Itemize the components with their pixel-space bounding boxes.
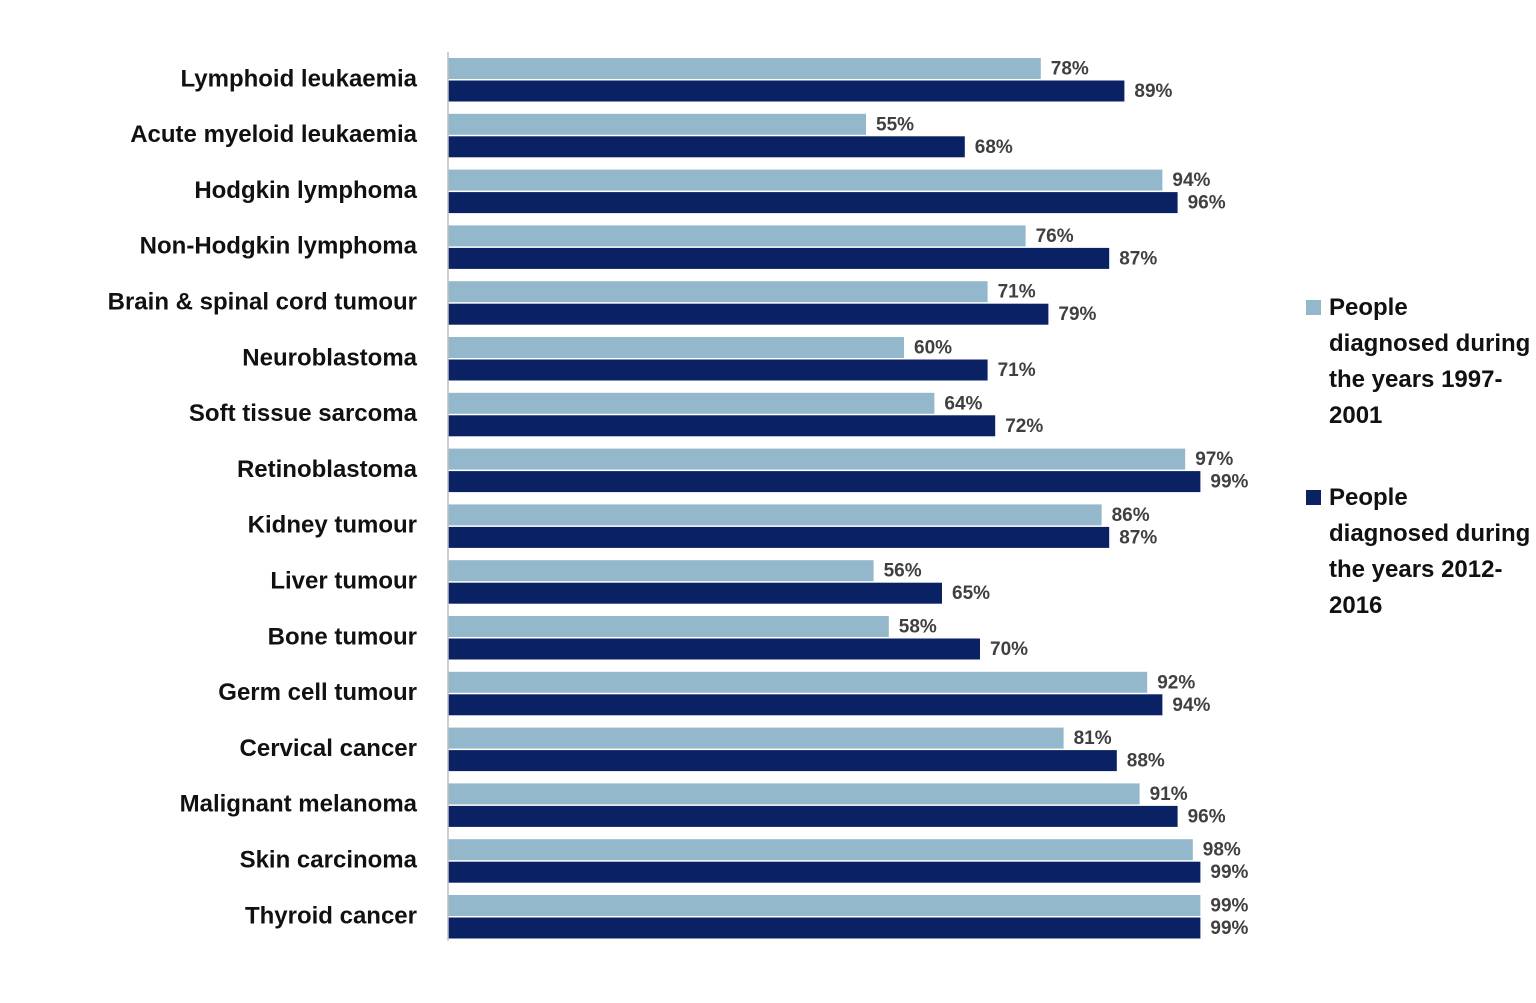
category-label: Germ cell tumour [218,679,417,706]
value-label: 86% [1112,505,1150,526]
bar [448,526,1110,548]
bar [448,448,1186,470]
value-label: 78% [1051,59,1089,80]
value-label: 99% [1210,472,1248,493]
value-label: 58% [899,617,937,638]
category-label: Soft tissue sarcoma [189,400,418,427]
value-label: 56% [884,561,922,582]
category-label: Brain & spinal cord tumour [108,289,417,316]
legend-label: People diagnosed during the years 2012-2… [1329,484,1531,619]
bar [448,80,1125,102]
value-label: 87% [1119,527,1157,548]
bar [448,359,988,381]
value-label: 99% [1210,862,1248,883]
legend-item: People diagnosed during the years 2012-2… [1306,480,1531,624]
value-label: 98% [1203,840,1241,861]
value-label: 55% [876,114,914,135]
bar [448,783,1140,805]
category-label: Cervical cancer [240,735,417,762]
category-label: Bone tumour [268,623,417,650]
legend-swatch [1306,490,1321,505]
value-label: 81% [1074,728,1112,749]
bar [448,861,1201,883]
bar [448,638,980,660]
legend-swatch [1306,300,1321,315]
value-label: 79% [1058,304,1096,325]
bar [448,303,1049,325]
value-label: 64% [944,393,982,414]
category-label: Neuroblastoma [242,344,417,371]
value-label: 96% [1188,806,1226,827]
category-label: Hodgkin lymphoma [194,177,417,204]
legend: People diagnosed during the years 1997-2… [1306,290,1531,670]
category-label: Lymphoid leukaemia [180,65,417,92]
bar [448,694,1163,716]
bar [448,671,1148,693]
bar [448,839,1193,861]
bar [448,727,1064,749]
legend-label: People diagnosed during the years 1997-2… [1329,294,1531,429]
value-label: 97% [1195,449,1233,470]
bar [448,471,1201,493]
bar [448,805,1178,827]
category-label: Kidney tumour [248,512,417,539]
bar [448,895,1201,916]
value-label: 91% [1150,784,1188,805]
value-label: 94% [1172,170,1210,191]
bar [448,582,942,604]
bar [448,58,1041,79]
bar [448,136,965,158]
value-label: 71% [998,360,1036,381]
bar [448,113,866,135]
value-label: 72% [1005,416,1043,437]
value-label: 99% [1210,918,1248,939]
bar [448,504,1102,526]
category-label: Non-Hodgkin lymphoma [140,233,418,260]
value-label: 96% [1188,193,1226,214]
value-label: 76% [1036,226,1074,247]
category-label: Retinoblastoma [237,456,418,483]
bar [448,917,1201,939]
bar [448,337,904,358]
bar [448,225,1026,247]
category-label: Acute myeloid leukaemia [130,121,417,148]
value-label: 71% [998,282,1036,303]
bar [448,415,996,437]
value-label: 60% [914,338,952,359]
category-label: Skin carcinoma [240,847,418,874]
value-label: 89% [1134,81,1172,102]
value-label: 99% [1210,896,1248,917]
category-label: Liver tumour [270,568,417,595]
bar [448,560,874,582]
value-label: 70% [990,639,1028,660]
bar [448,169,1163,191]
value-label: 68% [975,137,1013,158]
value-label: 94% [1172,695,1210,716]
bar [448,281,988,303]
bar [448,750,1117,772]
category-label: Thyroid cancer [245,902,417,929]
value-label: 88% [1127,751,1165,772]
value-label: 92% [1157,672,1195,693]
bar [448,192,1178,214]
bar [448,616,889,637]
category-label: Malignant melanoma [180,791,418,818]
bar [448,247,1110,269]
bar [448,392,935,414]
value-label: 65% [952,583,990,604]
value-label: 87% [1119,248,1157,269]
legend-item: People diagnosed during the years 1997-2… [1306,290,1531,434]
